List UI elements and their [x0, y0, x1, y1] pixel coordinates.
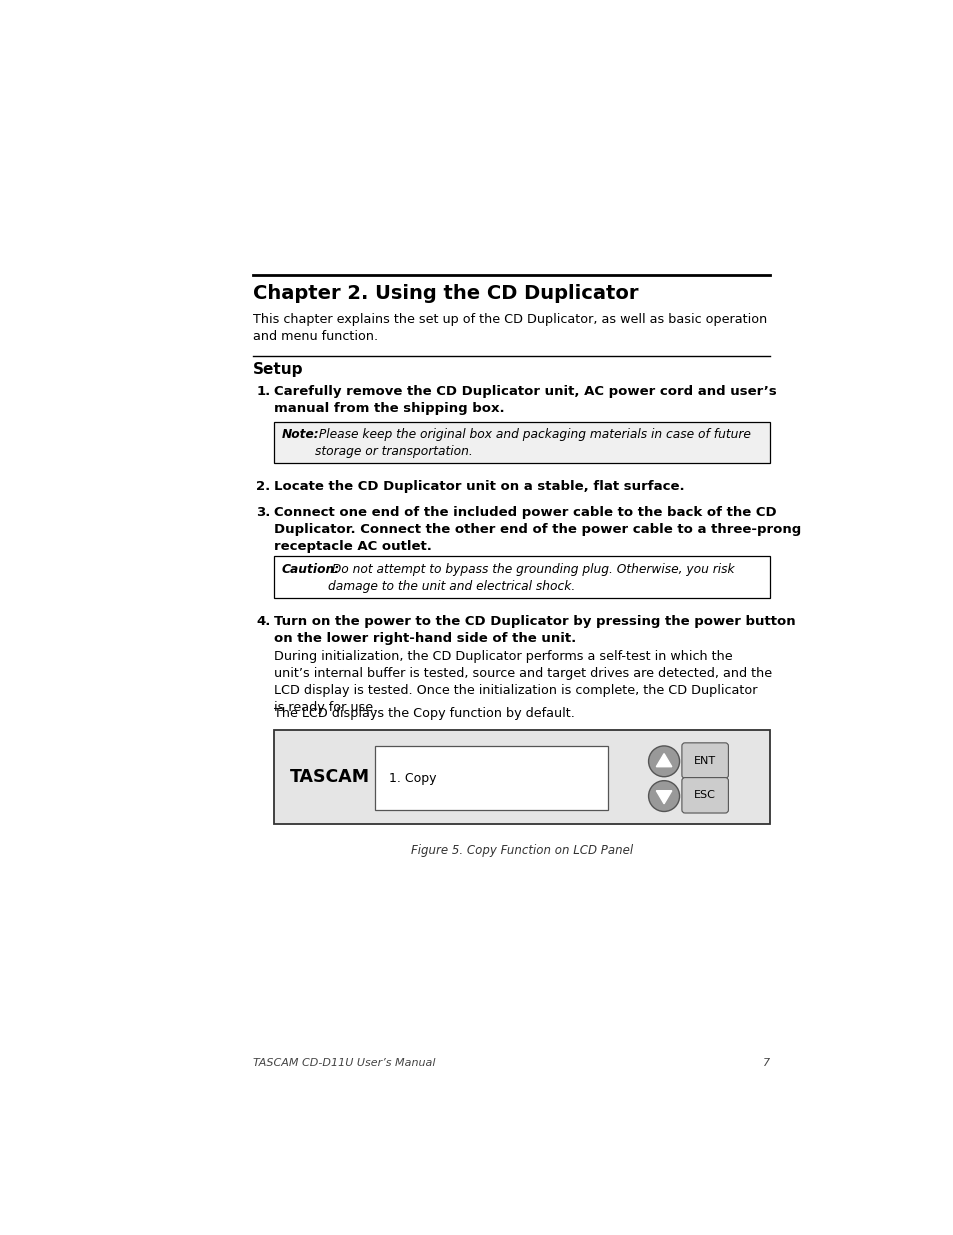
Text: Do not attempt to bypass the grounding plug. Otherwise, you risk
damage to the u: Do not attempt to bypass the grounding p…	[328, 563, 735, 593]
Text: This chapter explains the set up of the CD Duplicator, as well as basic operatio: This chapter explains the set up of the …	[253, 312, 766, 343]
Text: The LCD displays the Copy function by default.: The LCD displays the Copy function by de…	[274, 708, 575, 720]
Text: ENT: ENT	[694, 756, 716, 766]
Text: 1.: 1.	[256, 384, 271, 398]
Text: 2.: 2.	[256, 480, 271, 493]
FancyBboxPatch shape	[274, 421, 769, 463]
FancyBboxPatch shape	[681, 778, 728, 813]
FancyBboxPatch shape	[274, 730, 769, 824]
Text: 4.: 4.	[256, 615, 271, 627]
Text: During initialization, the CD Duplicator performs a self-test in which the
unit’: During initialization, the CD Duplicator…	[274, 651, 772, 714]
Text: 7: 7	[762, 1058, 769, 1068]
Text: Connect one end of the included power cable to the back of the CD
Duplicator. Co: Connect one end of the included power ca…	[274, 506, 801, 553]
Polygon shape	[656, 753, 671, 767]
Text: 3.: 3.	[256, 506, 271, 519]
Text: TASCAM CD-D11U User’s Manual: TASCAM CD-D11U User’s Manual	[253, 1058, 435, 1068]
FancyBboxPatch shape	[375, 746, 607, 810]
Polygon shape	[656, 790, 671, 804]
Text: Turn on the power to the CD Duplicator by pressing the power button
on the lower: Turn on the power to the CD Duplicator b…	[274, 615, 795, 645]
Text: Figure 5. Copy Function on LCD Panel: Figure 5. Copy Function on LCD Panel	[411, 844, 633, 857]
Text: Setup: Setup	[253, 362, 303, 377]
FancyBboxPatch shape	[681, 742, 728, 778]
Text: ESC: ESC	[694, 790, 716, 800]
Ellipse shape	[648, 746, 679, 777]
Text: Note:: Note:	[282, 429, 319, 441]
FancyBboxPatch shape	[274, 556, 769, 598]
Ellipse shape	[648, 781, 679, 811]
Text: 1. Copy: 1. Copy	[389, 772, 436, 784]
Text: Locate the CD Duplicator unit on a stable, flat surface.: Locate the CD Duplicator unit on a stabl…	[274, 480, 684, 493]
Text: Caution:: Caution:	[282, 563, 340, 577]
Text: Chapter 2. Using the CD Duplicator: Chapter 2. Using the CD Duplicator	[253, 284, 638, 303]
Text: Please keep the original box and packaging materials in case of future
storage o: Please keep the original box and packagi…	[315, 429, 750, 458]
Text: Carefully remove the CD Duplicator unit, AC power cord and user’s
manual from th: Carefully remove the CD Duplicator unit,…	[274, 384, 776, 415]
Text: TASCAM: TASCAM	[290, 768, 370, 787]
